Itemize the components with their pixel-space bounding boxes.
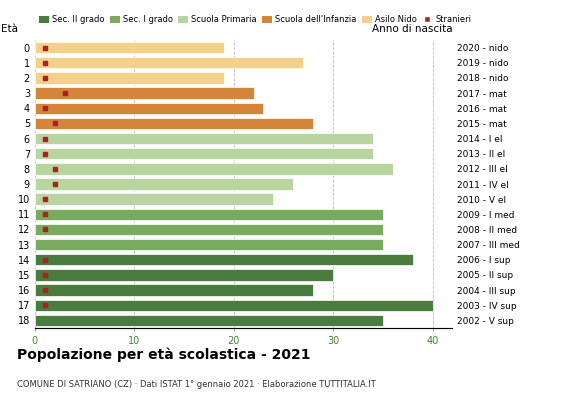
Bar [35,163,393,174]
Bar [35,224,383,235]
Text: Anno di nascita: Anno di nascita [372,24,452,34]
Bar [35,133,373,144]
Text: Popolazione per età scolastica - 2021: Popolazione per età scolastica - 2021 [17,348,311,362]
Bar [35,72,224,84]
Bar [35,194,273,205]
Bar [35,102,263,114]
Bar [35,269,333,281]
Bar [35,42,224,53]
Bar [35,284,313,296]
Bar [35,178,293,190]
Bar [35,57,303,68]
Bar [35,209,383,220]
Text: COMUNE DI SATRIANO (CZ) · Dati ISTAT 1° gennaio 2021 · Elaborazione TUTTITALIA.I: COMUNE DI SATRIANO (CZ) · Dati ISTAT 1° … [17,380,376,389]
Bar [35,239,383,250]
Bar [35,315,383,326]
Bar [35,87,253,99]
Bar [35,148,373,159]
Bar [35,300,433,311]
Bar [35,254,412,266]
Legend: Sec. II grado, Sec. I grado, Scuola Primaria, Scuola dell'Infanzia, Asilo Nido, : Sec. II grado, Sec. I grado, Scuola Prim… [39,15,472,24]
Bar [35,118,313,129]
Text: Età: Età [1,24,19,34]
